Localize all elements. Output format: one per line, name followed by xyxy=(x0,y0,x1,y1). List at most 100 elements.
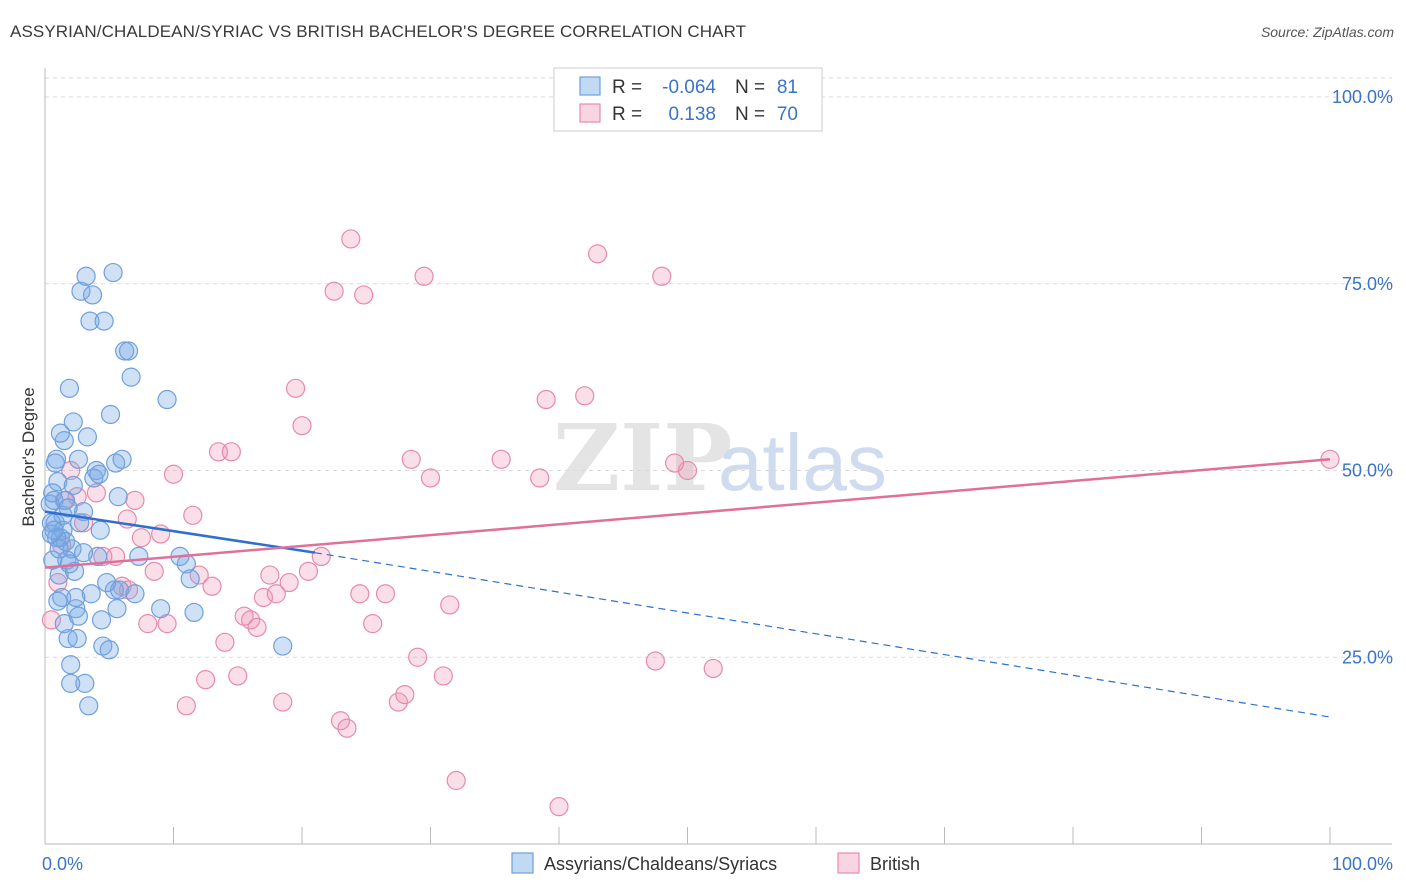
assyrian-point xyxy=(59,378,80,398)
legend-r-label-pink: R = xyxy=(612,104,642,125)
legend-r-value-pink: 0.138 xyxy=(668,104,716,125)
assyrian-point xyxy=(71,281,91,301)
assyrian-point xyxy=(97,572,117,593)
british-point xyxy=(221,442,241,462)
assyrian-point xyxy=(121,367,141,387)
british-point xyxy=(677,460,698,481)
british-point xyxy=(298,561,319,581)
series-legend: Assyrians/Chaldeans/Syriacs British xyxy=(511,852,920,874)
british-point xyxy=(354,285,374,305)
source-label: Source: ZipAtlas.com xyxy=(1260,24,1394,40)
british-points xyxy=(41,229,1340,817)
legend-r-value-blue: -0.064 xyxy=(662,77,716,98)
assyrian-point xyxy=(67,628,87,649)
british-point xyxy=(215,632,235,652)
british-point xyxy=(703,658,723,679)
assyrian-point xyxy=(108,487,128,507)
series-legend-swatch-blue xyxy=(511,852,534,874)
assyrian-point xyxy=(66,599,86,619)
british-point xyxy=(183,505,203,525)
british-point xyxy=(266,584,286,604)
assyrian-point xyxy=(63,475,83,496)
y-tick-labels: 25.0% 50.0% 75.0% 100.0% xyxy=(1332,87,1393,667)
british-point xyxy=(446,770,466,791)
british-point xyxy=(292,416,312,436)
british-point xyxy=(260,565,280,585)
assyrian-point xyxy=(88,546,108,567)
british-point xyxy=(279,572,299,593)
assyrian-point xyxy=(55,490,76,510)
assyrian-point xyxy=(73,543,94,563)
x-tick-label-min: 0.0% xyxy=(42,854,83,874)
british-point xyxy=(388,692,408,712)
british-point xyxy=(536,389,556,410)
british-point xyxy=(350,584,370,604)
british-point xyxy=(144,561,164,581)
british-point xyxy=(549,797,569,817)
assyrian-point xyxy=(273,636,293,656)
assyrian-point xyxy=(100,404,121,425)
y-tick-label-25: 25.0% xyxy=(1342,647,1393,667)
x-tick-label-max: 100.0% xyxy=(1332,854,1393,874)
assyrian-point xyxy=(84,468,104,488)
watermark: ZIP atlas xyxy=(553,404,887,512)
assyrian-point xyxy=(63,412,83,432)
british-point xyxy=(324,281,344,301)
assyrian-point xyxy=(44,520,64,540)
assyrian-point xyxy=(77,427,98,447)
axes xyxy=(44,68,1392,845)
assyrian-point xyxy=(68,449,89,469)
british-point xyxy=(86,483,107,503)
stats-legend: R = -0.064 N = 81 R = 0.138 N = 70 xyxy=(553,67,823,132)
british-point xyxy=(645,651,665,671)
legend-n-value-pink: 70 xyxy=(777,104,798,125)
british-point xyxy=(48,572,68,593)
british-point xyxy=(241,610,261,630)
assyrian-point xyxy=(103,262,123,283)
assyrian-point xyxy=(99,640,119,660)
british-point xyxy=(228,666,248,686)
assyrian-point xyxy=(76,266,96,286)
assyrian-point xyxy=(68,606,89,626)
british-point xyxy=(575,386,595,406)
assyrian-point xyxy=(89,464,109,484)
assyrian-point xyxy=(45,453,65,473)
british-point xyxy=(273,692,293,712)
stats-legend-box xyxy=(553,67,823,132)
assyrian-points xyxy=(40,262,293,716)
y-tick-label-100: 100.0% xyxy=(1332,87,1393,107)
british-point xyxy=(414,266,434,286)
assyrian-point xyxy=(48,472,68,492)
british-point xyxy=(131,528,151,548)
legend-r-label-blue: R = xyxy=(612,77,642,98)
british-point xyxy=(125,490,145,510)
british-point xyxy=(285,378,306,398)
assyrian-point xyxy=(48,591,68,611)
gridlines xyxy=(45,77,1392,658)
british-point xyxy=(253,587,274,608)
british-point xyxy=(163,464,184,484)
assyrian-point xyxy=(180,569,200,589)
assyrian-point xyxy=(157,389,177,410)
assyrian-point xyxy=(66,587,86,608)
y-tick-label-50: 50.0% xyxy=(1342,461,1393,481)
british-point xyxy=(420,468,441,488)
chart-title: ASSYRIAN/CHALDEAN/SYRIAC VS BRITISH BACH… xyxy=(10,22,747,41)
british-point xyxy=(375,584,396,604)
assyrian-point xyxy=(151,599,171,619)
assyrian-point xyxy=(91,610,112,630)
british-point xyxy=(363,614,383,634)
assyrian-point xyxy=(94,311,114,331)
british-trend-line xyxy=(44,458,1331,569)
assyrian-point xyxy=(52,587,72,608)
british-point xyxy=(196,670,216,690)
y-tick-label-75: 75.0% xyxy=(1342,274,1393,294)
british-point xyxy=(330,711,351,731)
assyrian-point xyxy=(50,423,71,443)
british-point xyxy=(61,460,81,481)
assyrian-point xyxy=(61,655,81,675)
assyrian-point xyxy=(107,599,127,619)
assyrian-point xyxy=(90,520,110,540)
british-point xyxy=(395,684,415,705)
